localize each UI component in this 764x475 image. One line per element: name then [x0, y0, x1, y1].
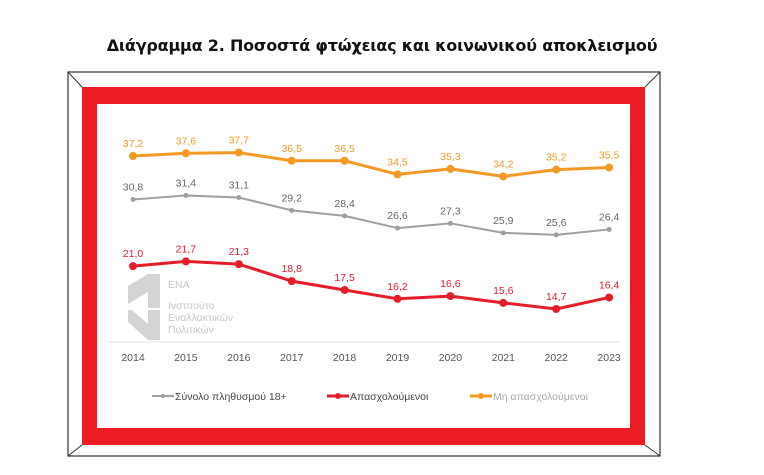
data-label: 16,4 [599, 279, 620, 291]
data-label: 36,5 [334, 143, 355, 155]
x-tick-label: 2017 [280, 352, 304, 364]
data-label: 31,4 [176, 177, 197, 189]
data-label: 16,6 [440, 278, 461, 290]
data-label: 31,1 [229, 179, 250, 191]
plot-background [97, 104, 630, 428]
data-point [181, 149, 190, 158]
data-point [129, 152, 137, 160]
data-point [552, 165, 561, 174]
legend-marker [478, 393, 484, 399]
data-point [236, 194, 242, 200]
x-tick-label: 2014 [121, 352, 145, 364]
data-point [553, 232, 559, 238]
legend-label: Μη απασχολούμενοι [493, 391, 589, 403]
data-label: 27,3 [440, 205, 461, 217]
x-tick-label: 2022 [545, 352, 569, 364]
data-point [446, 292, 455, 301]
legend-marker [161, 394, 165, 398]
data-label: 35,3 [440, 151, 461, 163]
data-label: 25,6 [546, 217, 567, 229]
data-label: 14,7 [546, 291, 567, 303]
legend-item: Απασχολούμενοι [327, 391, 429, 403]
data-label: 37,6 [176, 135, 197, 147]
data-label: 29,2 [281, 192, 302, 204]
data-point [499, 172, 508, 181]
data-label: 21,7 [176, 243, 197, 255]
data-label: 18,8 [281, 263, 302, 275]
data-point [289, 207, 295, 213]
series-2: 37,2 37,6 37,7 36,5 36,5 34,5 35,3 34,2 35,2 35,5 [123, 135, 620, 181]
series-1: 21,0 21,7 21,3 18,8 17,5 16,2 16,6 15,6 14,7 16,4 [123, 243, 620, 313]
data-point [395, 225, 400, 231]
data-label: 36,5 [281, 143, 302, 155]
data-label: 25,9 [493, 215, 514, 227]
data-point [234, 148, 243, 157]
data-point [552, 305, 561, 313]
logo: ENA Ινστιτούτο Εναλλακτικών Πολιτικών [128, 274, 233, 340]
data-point [340, 156, 349, 165]
data-point [287, 156, 296, 165]
data-label: 17,5 [334, 272, 355, 284]
data-point [499, 298, 508, 307]
data-point [605, 163, 614, 172]
data-point [393, 170, 402, 179]
x-tick-label: 2019 [386, 352, 410, 364]
series-line [132, 194, 610, 236]
data-point [129, 262, 137, 271]
data-label: 37,7 [229, 135, 250, 147]
series-line [132, 151, 610, 178]
data-label: 30,8 [123, 182, 144, 194]
data-point [393, 294, 402, 303]
logo-line3: Πολιτικών [168, 324, 214, 336]
data-label: 16,2 [387, 281, 408, 293]
logo-name: ENA [168, 279, 190, 291]
data-point [606, 226, 612, 232]
data-label: 21,0 [123, 248, 144, 260]
x-tick-label: 2023 [597, 352, 621, 364]
x-tick-label: 2021 [492, 352, 516, 364]
data-point [181, 257, 190, 266]
data-point [447, 220, 453, 226]
data-point [340, 285, 349, 294]
data-label: 34,5 [387, 156, 408, 168]
data-label: 21,3 [229, 246, 250, 258]
legend-label: Απασχολούμενοι [350, 391, 429, 403]
logo-line2: Εναλλακτικών [168, 312, 233, 324]
data-point [130, 197, 136, 203]
data-point [605, 293, 614, 302]
data-label: 35,2 [546, 152, 567, 164]
data-label: 15,6 [493, 285, 514, 297]
data-label: 34,2 [493, 158, 514, 170]
series-0: 30,8 31,4 31,1 29,2 28,4 26,6 27,3 25,9 25,6 26,4 [123, 177, 620, 238]
data-point [342, 213, 348, 219]
data-label: 26,4 [599, 211, 620, 223]
x-tick-label: 2018 [333, 352, 357, 364]
data-label: 26,6 [387, 210, 408, 222]
data-point [287, 277, 296, 286]
chart-title: Διάγραμμα 2. Ποσοστά φτώχειας και κοινων… [106, 36, 658, 55]
x-tick-label: 2020 [439, 352, 463, 364]
data-point [234, 260, 243, 269]
legend-item: Μη απασχολούμενοι [470, 391, 589, 403]
data-label: 28,4 [334, 198, 355, 210]
data-label: 37,2 [123, 138, 144, 150]
legend-item: Σύνολο πληθυσμού 18+ [152, 391, 287, 403]
data-label: 35,5 [599, 150, 620, 162]
x-tick-label: 2016 [227, 352, 251, 364]
data-point [446, 164, 455, 173]
legend-marker [335, 393, 341, 399]
data-point [500, 230, 506, 236]
x-tick-label: 2015 [174, 352, 198, 364]
data-point [183, 192, 189, 198]
logo-line1: Ινστιτούτο [168, 300, 215, 312]
series-line [132, 259, 610, 311]
legend-label: Σύνολο πληθυσμού 18+ [175, 391, 287, 403]
